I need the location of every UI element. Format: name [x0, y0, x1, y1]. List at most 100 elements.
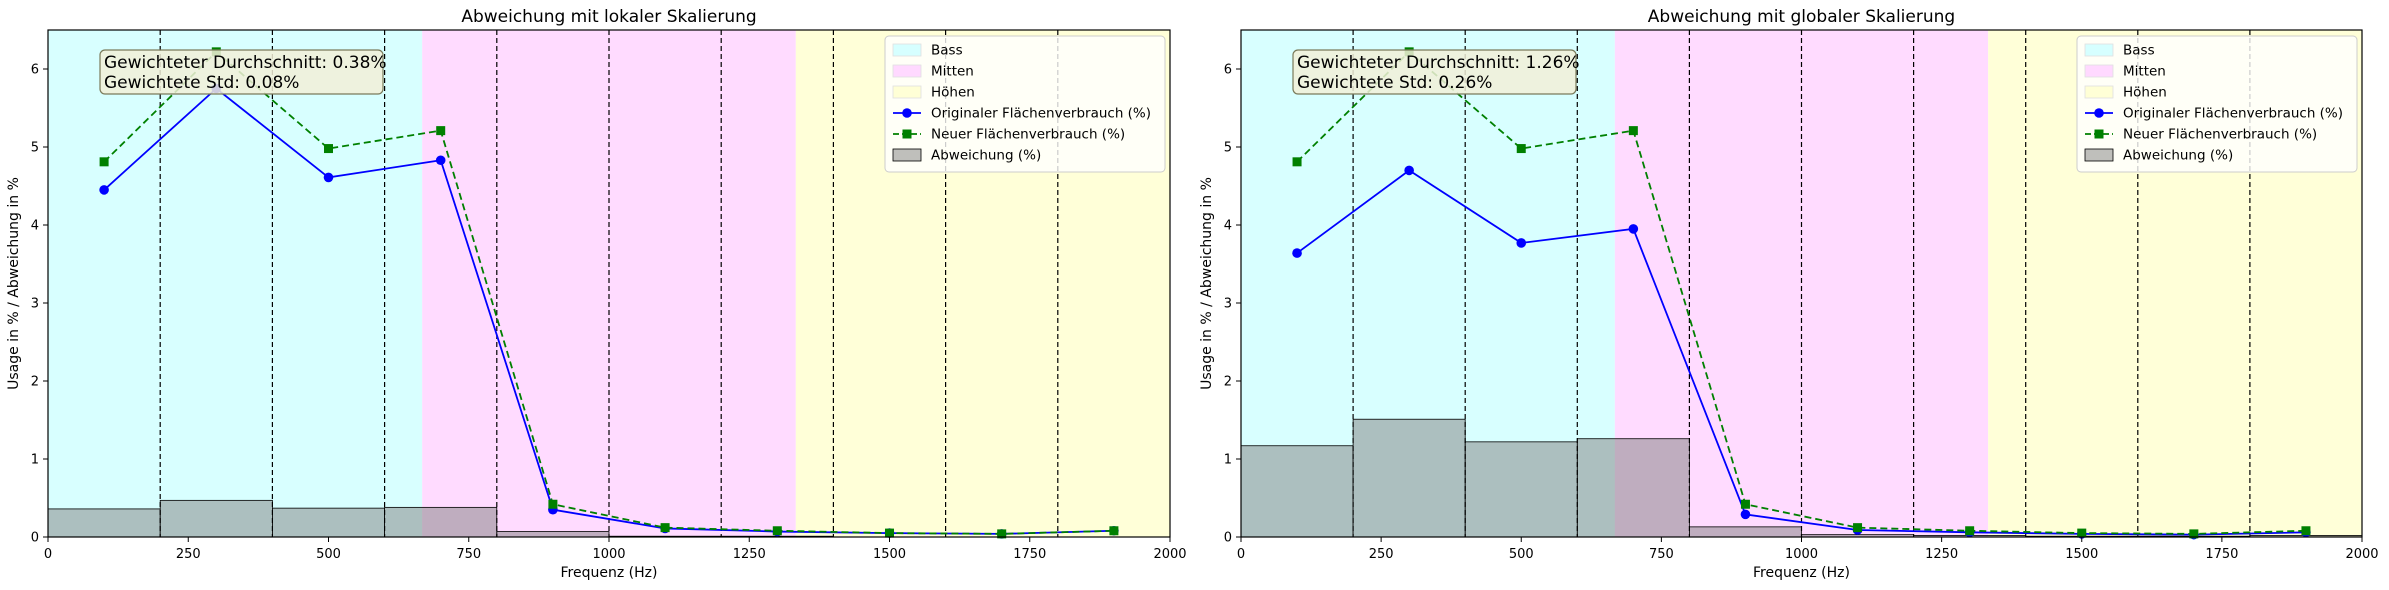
legend-swatch-band: [2084, 64, 2114, 78]
x-tick-label: 1500: [873, 547, 906, 562]
deviation-bar: [1576, 438, 1690, 538]
series-point-square: [1109, 526, 1119, 536]
x-tick-label: 0: [44, 547, 52, 562]
deviation-bar: [384, 506, 498, 538]
legend-marker-square: [902, 129, 912, 139]
deviation-bar: [159, 499, 273, 538]
series-line-2: [1296, 50, 2306, 535]
x-tick-label: 250: [176, 547, 201, 562]
series-point-square: [2189, 529, 2199, 539]
legend-marker-square: [2094, 129, 2104, 139]
x-tick-label: 750: [1649, 547, 1674, 562]
y-tick-label: 0: [31, 531, 39, 546]
series-point-square: [1292, 157, 1302, 167]
series-point-square: [1853, 523, 1863, 533]
series-point-circle: [99, 185, 109, 195]
chart-panel-1: 0 250 500 750 1000 1250 1500 1750 2000 0 1 2 3 4 5 6 Abw…: [6, 7, 1187, 581]
chart-title: Abweichung mit lokaler Skalierung: [461, 7, 756, 27]
series-point-square: [1628, 126, 1638, 136]
deviation-bar: [1464, 441, 1578, 538]
deviation-bar: [1352, 418, 1466, 538]
y-tick-label: 2: [31, 375, 39, 390]
legend-marker-circle: [902, 108, 912, 118]
y-axis-label: Usage in % / Abweichung in %: [1199, 177, 1215, 390]
x-tick-label: 1000: [592, 547, 625, 562]
legend-label-series: Originaler Flächenverbrauch (%): [2123, 106, 2343, 122]
y-tick-label: 5: [1224, 141, 1232, 156]
stats-mean-text: Gewichteter Durchschnitt: 0.38%: [104, 53, 387, 73]
series-point-square: [2301, 526, 2311, 536]
y-tick-label: 4: [1224, 219, 1232, 234]
series-point-square: [660, 523, 670, 533]
series-point-square: [1965, 526, 1975, 536]
legend-label-deviation: Abweichung (%): [931, 148, 1041, 164]
legend-label-band: Höhen: [2123, 85, 2167, 101]
series-point-square: [1740, 499, 1750, 509]
chart-panel-2: 0 250 500 750 1000 1250 1500 1750 2000 0 1 2 3 4 5 6 Abw…: [1199, 7, 2379, 581]
legend-label-band: Mitten: [2123, 64, 2166, 80]
series-point-circle: [1516, 238, 1527, 248]
x-tick-label: 750: [456, 547, 481, 562]
y-tick-label: 5: [31, 141, 39, 156]
series-point-square: [99, 157, 109, 167]
x-tick-label: 1500: [2065, 547, 2098, 562]
legend: Bass Mitten Höhen Originaler Flächenverbrau…: [884, 35, 1166, 173]
x-tick-label: 1250: [1925, 547, 1958, 562]
y-tick-label: 6: [1224, 63, 1232, 78]
series-point-circle: [1740, 509, 1751, 520]
deviation-bar: [1689, 526, 1802, 538]
y-tick-label: 1: [1224, 453, 1232, 468]
series-line-2: [103, 50, 1114, 535]
series-point-circle: [1404, 165, 1414, 176]
x-tick-label: 1750: [1013, 547, 1046, 562]
y-tick-label: 0: [1224, 531, 1232, 546]
series-point-square: [997, 529, 1007, 539]
deviation-bar: [1240, 445, 1354, 538]
legend-label-band: Mitten: [931, 64, 974, 80]
stats-std-text: Gewichtete Std: 0.08%: [104, 73, 299, 93]
stats-box: Gewichteter Durchschnitt: 1.26%Gewichtet…: [1292, 49, 1580, 95]
x-axis-label: Frequenz (Hz): [1753, 565, 1850, 581]
series-point-square: [1516, 144, 1526, 154]
legend: Bass Mitten Höhen Originaler Flächenverbrau…: [2076, 35, 2358, 173]
series-point-square: [324, 144, 333, 154]
series-point-square: [772, 526, 782, 536]
legend-swatch-band: [2084, 43, 2114, 57]
series-point-square: [2077, 528, 2087, 538]
y-tick-label: 2: [1224, 375, 1232, 390]
legend-label-deviation: Abweichung (%): [2123, 148, 2233, 164]
legend-swatch-deviation: [2084, 148, 2114, 162]
legend-label-series: Originaler Flächenverbrauch (%): [931, 106, 1151, 122]
x-tick-label: 500: [316, 547, 341, 562]
y-tick-label: 3: [1224, 297, 1232, 312]
band-bass: [48, 30, 423, 537]
legend-swatch-deviation: [892, 148, 922, 162]
legend-swatch-band: [892, 64, 922, 78]
y-tick-label: 3: [31, 297, 39, 312]
y-tick-label: 1: [31, 453, 39, 468]
x-tick-label: 2000: [1153, 547, 1186, 562]
series-point-circle: [1292, 248, 1302, 258]
x-tick-label: 0: [1237, 547, 1245, 562]
series-point-circle: [1628, 224, 1639, 234]
legend-marker-circle: [2094, 108, 2104, 118]
deviation-bar: [496, 531, 610, 538]
x-tick-label: 1250: [733, 547, 766, 562]
series-point-square: [548, 499, 558, 509]
deviation-bar: [47, 508, 161, 538]
stats-box-frame: [1292, 49, 1577, 95]
x-axis-label: Frequenz (Hz): [561, 565, 658, 581]
y-tick-label: 4: [31, 219, 39, 234]
x-tick-label: 250: [1369, 547, 1394, 562]
y-tick-label: 6: [31, 63, 39, 78]
legend-label-band: Bass: [2123, 43, 2155, 59]
legend-frame: [2076, 35, 2358, 173]
stats-mean-text: Gewichteter Durchschnitt: 1.26%: [1297, 53, 1580, 73]
deviation-bar: [271, 507, 385, 538]
stats-std-text: Gewichtete Std: 0.26%: [1297, 73, 1492, 93]
x-tick-label: 500: [1509, 547, 1534, 562]
series-point-circle: [323, 172, 334, 183]
series-point-square: [436, 126, 446, 136]
legend-swatch-band: [892, 43, 922, 57]
